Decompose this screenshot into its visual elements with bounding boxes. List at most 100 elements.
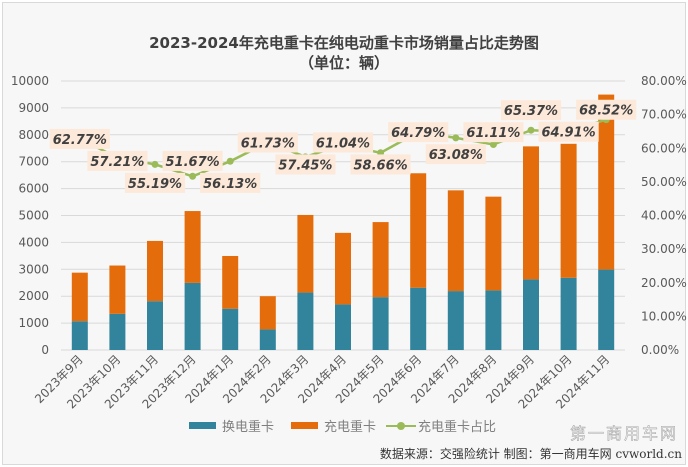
bar-swap-segment	[109, 313, 126, 350]
bar-swap-segment	[447, 291, 464, 350]
bar-charge-segment	[410, 173, 427, 288]
data-label-box	[500, 100, 562, 121]
data-label-box	[49, 128, 110, 149]
data-label-text: 61.11%	[466, 126, 520, 141]
bar-charge-segment	[598, 94, 615, 270]
y-left-tick-label: 8000	[18, 128, 49, 142]
bar-charge-segment	[523, 146, 539, 280]
data-label-text: 55.19%	[128, 177, 182, 192]
bar-swap-segment	[147, 301, 163, 350]
left-axis-ticks: 0 1000 2000 3000 4000 5000 6000 7000 8000 9000 100…	[11, 74, 49, 357]
x-axis-labels: 2023年9月2023年10月2023年11月2023年12月2024年1月20…	[32, 352, 612, 411]
bar-charge-segment	[71, 272, 88, 322]
right-axis-ticks: 0.00% 10.00% 20.00% 30.00% 40.00% 50.00% 60.00…	[641, 74, 687, 357]
data-label-box	[538, 121, 599, 142]
bar-charge-segment	[485, 196, 502, 291]
y-right-tick-label: 80.00%	[641, 74, 687, 88]
data-label: 57.45%	[275, 154, 336, 175]
bar-swap-segment	[222, 308, 239, 350]
y-left-tick-label: 0	[41, 343, 49, 357]
bar-charge-segment	[222, 255, 239, 309]
bar-charge-segment	[109, 265, 126, 314]
data-label-text: 65.37%	[504, 104, 558, 119]
data-label-box	[425, 144, 486, 165]
data-label-box	[124, 172, 186, 193]
bar-swap-segment	[184, 282, 201, 350]
legend-label-charge: 充电重卡	[324, 420, 377, 435]
bar-swap-segment	[560, 277, 577, 350]
bar-charge-segment	[447, 190, 464, 292]
data-label-text: 56.13%	[203, 177, 257, 192]
data-label-box	[87, 150, 148, 171]
data-label-box	[312, 132, 374, 153]
bar-swap-segment	[598, 269, 615, 350]
y-left-tick-label: 3000	[18, 262, 49, 276]
share-line-point	[151, 160, 159, 168]
data-label: 61.11%	[463, 122, 524, 143]
watermark: 第一商用车网	[569, 424, 678, 444]
data-label: 58.66%	[350, 154, 411, 175]
y-right-tick-label: 0.00%	[641, 343, 679, 357]
bar-charge-segment	[184, 211, 201, 283]
data-label: 51.67%	[162, 150, 223, 171]
bar-swap-segment	[523, 279, 539, 350]
y-right-tick-label: 40.00%	[641, 209, 687, 223]
y-right-tick-label: 60.00%	[641, 141, 687, 155]
bar-swap-segment	[335, 304, 351, 350]
y-right-tick-label: 70.00%	[641, 108, 687, 122]
data-label: 61.04%	[312, 132, 374, 153]
data-label-box	[275, 154, 336, 175]
data-source-note: 数据来源：交强险统计 制图：第一商用车网 cvworld.cn	[379, 447, 682, 461]
data-label: 63.08%	[425, 144, 486, 165]
share-line-point	[226, 157, 234, 165]
data-label: 55.19%	[124, 172, 186, 193]
bar-swap-segment	[485, 290, 502, 350]
bar-charge-segment	[335, 232, 351, 305]
data-label-text: 68.52%	[579, 104, 633, 119]
bar-charge-segment	[297, 214, 314, 293]
data-label-box	[388, 122, 449, 143]
y-left-tick-label: 7000	[18, 155, 49, 169]
legend-swatch-charge	[291, 422, 318, 429]
data-label-text: 64.79%	[391, 126, 445, 141]
data-label-text: 63.08%	[429, 148, 483, 163]
data-label-text: 61.73%	[241, 136, 295, 151]
legend-label-swap: 换电重卡	[222, 420, 275, 435]
chart-subtitle: （单位：辆）	[298, 54, 389, 72]
data-label: 62.77%	[49, 128, 110, 149]
share-line-point	[452, 134, 460, 142]
y-left-tick-label: 5000	[18, 209, 49, 223]
data-label-box	[237, 132, 298, 153]
data-label: 65.37%	[500, 100, 562, 121]
data-label-text: 51.67%	[166, 155, 220, 170]
share-line-point	[189, 172, 197, 180]
data-label-text: 62.77%	[53, 133, 107, 148]
bar-swap-segment	[372, 297, 389, 350]
legend-item-charge[interactable]: 充电重卡	[291, 416, 376, 435]
y-right-tick-label: 50.00%	[641, 175, 687, 189]
data-labels: 62.77% 57.21% 55.19% 51.67% 56.13% 61.73% 57.4…	[49, 99, 637, 193]
legend-line-marker-icon	[386, 418, 416, 434]
y-left-tick-label: 10000	[11, 74, 49, 88]
bar-swap-segment	[410, 287, 427, 350]
y-left-tick-label: 6000	[18, 182, 49, 196]
bars	[71, 94, 615, 350]
bar-swap-segment	[71, 321, 88, 350]
y-left-tick-label: 9000	[18, 101, 49, 115]
chart-title: 2023-2024年充电重卡在纯电动重卡市场销量占比走势图	[149, 34, 539, 52]
data-label-text: 58.66%	[354, 158, 408, 173]
share-line-point	[527, 126, 535, 134]
data-label-text: 57.45%	[278, 158, 332, 173]
bar-swap-segment	[297, 292, 314, 350]
legend-item-share[interactable]: 充电重卡占比	[386, 416, 496, 435]
data-label-box	[576, 99, 637, 120]
data-label: 57.21%	[87, 150, 148, 171]
y-right-tick-label: 10.00%	[641, 309, 687, 323]
data-label-box	[350, 154, 411, 175]
y-right-tick-label: 20.00%	[641, 276, 687, 290]
legend-label-share: 充电重卡占比	[418, 420, 497, 435]
data-label-box	[162, 150, 223, 171]
y-left-tick-label: 2000	[18, 289, 49, 303]
legend-item-swap[interactable]: 换电重卡	[189, 416, 274, 435]
